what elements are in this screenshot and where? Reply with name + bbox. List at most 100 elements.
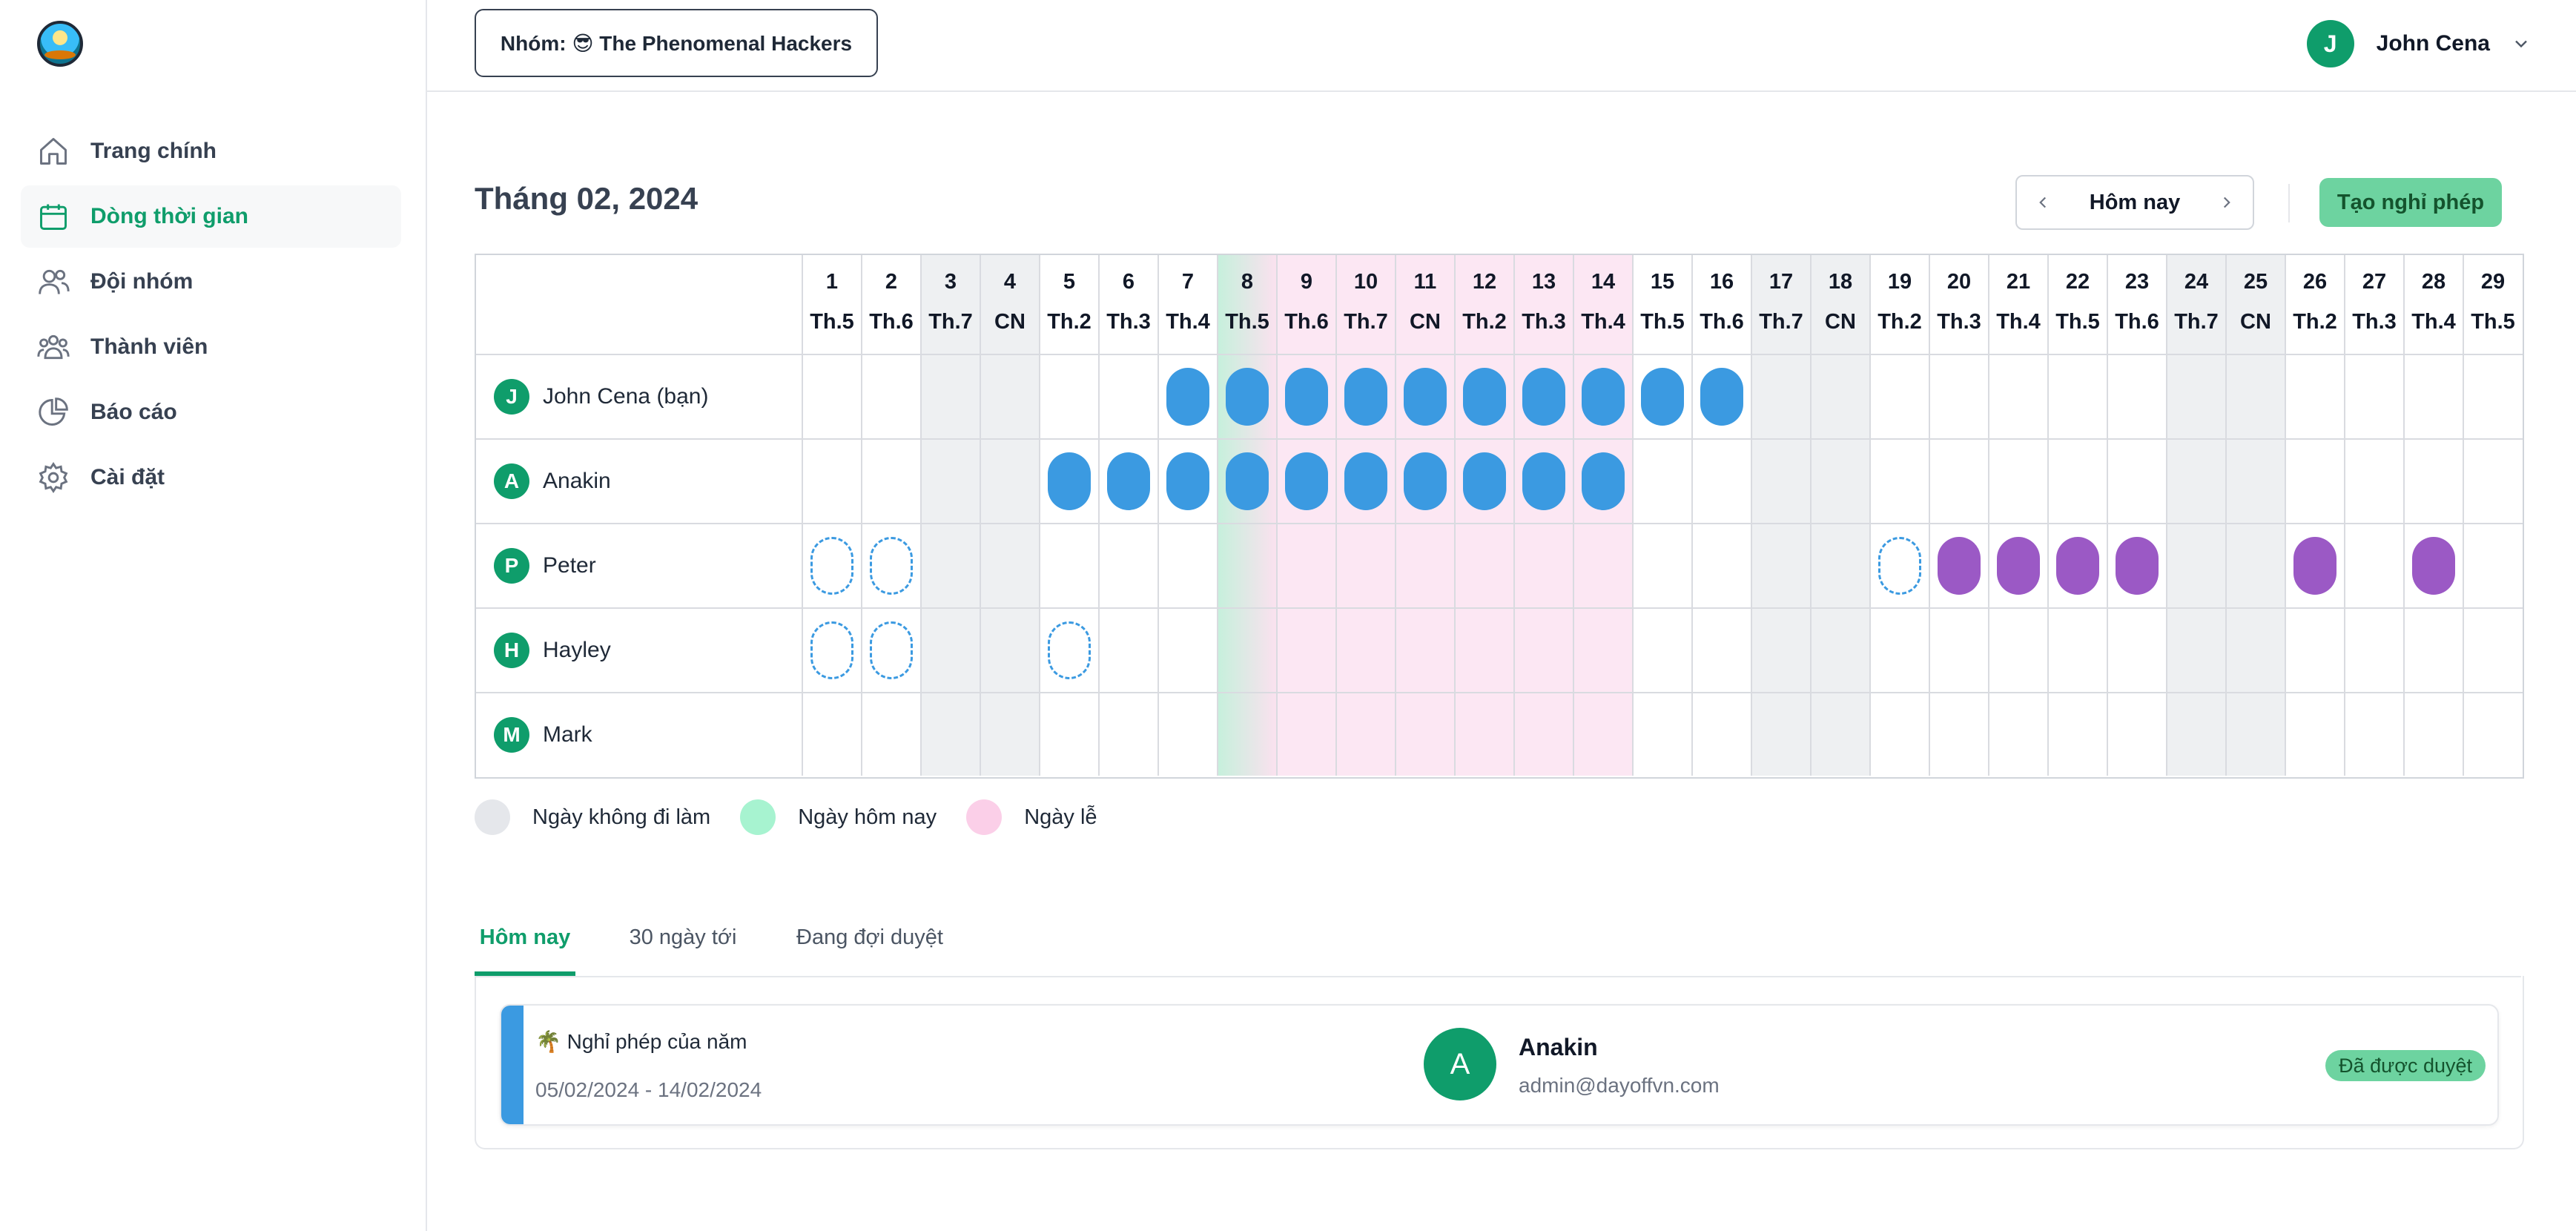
sidebar: Trang chính Dòng thời gian Đội nhóm Thàn… (0, 0, 427, 1231)
avatar: A (494, 463, 529, 499)
grid-column-divider (1929, 255, 1930, 776)
leave-marker[interactable] (1641, 368, 1684, 426)
home-icon (37, 135, 70, 168)
day-number: 15 (1650, 270, 1675, 294)
grid-column-divider (1335, 255, 1337, 776)
date-navigator: Hôm nay (2015, 175, 2254, 230)
day-weekday: Th.3 (2352, 310, 2397, 334)
legend-dot (966, 799, 1003, 835)
leave-marker[interactable] (1226, 368, 1269, 426)
leave-marker[interactable] (1582, 452, 1625, 510)
leave-marker[interactable] (2412, 537, 2455, 595)
leave-marker[interactable] (1285, 452, 1328, 510)
leave-marker[interactable] (1048, 452, 1091, 510)
day-weekday: Th.6 (1700, 310, 1744, 334)
chevron-right-icon[interactable] (2217, 193, 2236, 212)
pending-leave-marker[interactable] (870, 537, 913, 595)
day-number: 29 (2480, 270, 2506, 294)
team-selector-button[interactable]: Nhóm: 😎 The Phenomenal Hackers (475, 9, 878, 77)
day-number: 3 (944, 270, 957, 294)
tab-next-30-days[interactable]: 30 ngày tới (629, 925, 737, 949)
day-number: 26 (2302, 270, 2328, 294)
today-button[interactable]: Hôm nay (2089, 190, 2181, 214)
leave-marker[interactable] (1522, 368, 1565, 426)
leave-marker[interactable] (1463, 452, 1506, 510)
grid-column-divider (802, 255, 803, 776)
leave-marker[interactable] (2056, 537, 2099, 595)
grid-column-divider (2344, 255, 2345, 776)
grid-column-divider (1810, 255, 1812, 776)
tab-today[interactable]: Hôm nay (479, 925, 571, 949)
divider (2288, 184, 2290, 222)
pending-leave-marker[interactable] (810, 537, 853, 595)
day-weekday: Th.4 (1166, 310, 1210, 334)
leave-marker[interactable] (1166, 452, 1209, 510)
off-day-column (1811, 255, 1870, 776)
sidebar-item-reports[interactable]: Báo cáo (21, 381, 401, 443)
gear-icon (37, 461, 70, 494)
grid-column-divider (2107, 255, 2108, 776)
day-weekday: Th.4 (1581, 310, 1625, 334)
tab-pending[interactable]: Đang đợi duyệt (796, 925, 943, 949)
leave-request-card[interactable]: 🌴 Nghỉ phép của năm 05/02/2024 - 14/02/2… (500, 1004, 2499, 1126)
leave-marker[interactable] (1522, 452, 1565, 510)
legend-item-off-day: Ngày không đi làm (475, 799, 710, 835)
member-name: Peter (543, 553, 596, 578)
grid-column-divider (2463, 255, 2464, 776)
create-leave-button[interactable]: Tạo nghỉ phép (2319, 178, 2502, 227)
sidebar-item-home[interactable]: Trang chính (21, 120, 401, 182)
grid-column-divider (2403, 255, 2405, 776)
day-weekday: CN (2240, 310, 2271, 334)
holiday-column (1455, 255, 1514, 776)
member-name: John Cena (bạn) (543, 384, 709, 409)
leave-marker[interactable] (1166, 368, 1209, 426)
grid-column-divider (2285, 255, 2286, 776)
grid-column-divider (980, 255, 981, 776)
leave-marker[interactable] (2293, 537, 2336, 595)
chevron-down-icon (2515, 40, 2527, 48)
day-weekday: Th.3 (1106, 310, 1151, 334)
leave-marker[interactable] (1938, 537, 1981, 595)
user-menu[interactable]: J John Cena (2306, 19, 2532, 68)
leave-marker[interactable] (1226, 452, 1269, 510)
grid-row-divider (476, 692, 2523, 693)
day-number: 25 (2243, 270, 2268, 294)
day-weekday: Th.6 (2115, 310, 2159, 334)
leave-marker[interactable] (1463, 368, 1506, 426)
grid-column-divider (1217, 255, 1218, 776)
legend-label: Ngày hôm nay (798, 805, 937, 829)
sidebar-item-label: Báo cáo (90, 400, 177, 424)
leave-marker[interactable] (1404, 368, 1447, 426)
pending-leave-marker[interactable] (810, 621, 853, 679)
day-weekday: Th.7 (928, 310, 973, 334)
leave-marker[interactable] (1700, 368, 1743, 426)
leave-marker[interactable] (1107, 452, 1150, 510)
chevron-left-icon[interactable] (2033, 193, 2052, 212)
leave-marker[interactable] (1344, 368, 1387, 426)
sidebar-item-teams[interactable]: Đội nhóm (21, 251, 401, 313)
day-number: 4 (1003, 270, 1017, 294)
pending-leave-marker[interactable] (1878, 537, 1921, 595)
leave-marker[interactable] (1285, 368, 1328, 426)
off-day-column (2167, 255, 2226, 776)
day-weekday: Th.5 (2471, 310, 2515, 334)
day-number: 16 (1709, 270, 1734, 294)
leave-marker[interactable] (1582, 368, 1625, 426)
leave-marker[interactable] (2116, 537, 2159, 595)
users-icon (37, 265, 70, 298)
grid-column-divider (1751, 255, 1752, 776)
leave-list-panel (475, 976, 2524, 1149)
leave-marker[interactable] (1404, 452, 1447, 510)
pending-leave-marker[interactable] (870, 621, 913, 679)
grid-column-divider (2166, 255, 2167, 776)
day-weekday: Th.7 (2174, 310, 2219, 334)
leave-marker[interactable] (1344, 452, 1387, 510)
pending-leave-marker[interactable] (1048, 621, 1091, 679)
grid-column-divider (1276, 255, 1278, 776)
sidebar-item-members[interactable]: Thành viên (21, 316, 401, 378)
sidebar-item-settings[interactable]: Cài đặt (21, 446, 401, 509)
leave-marker[interactable] (1997, 537, 2040, 595)
sidebar-item-timeline[interactable]: Dòng thời gian (21, 185, 401, 248)
tab-divider (475, 976, 2521, 977)
app-logo[interactable] (37, 21, 83, 67)
